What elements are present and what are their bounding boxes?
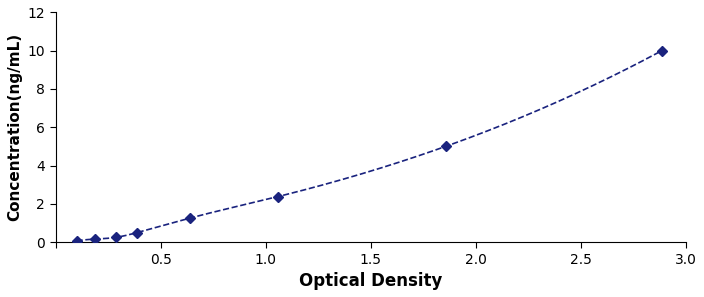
Y-axis label: Concentration(ng/mL): Concentration(ng/mL) [7, 33, 22, 221]
X-axis label: Optical Density: Optical Density [299, 272, 443, 290]
